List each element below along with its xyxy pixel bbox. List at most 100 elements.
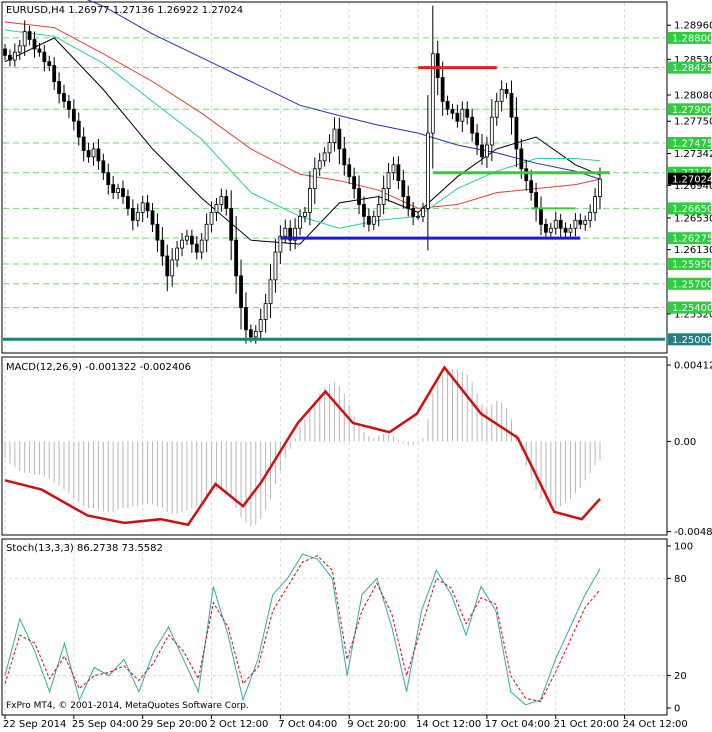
candle-body: [366, 215, 371, 225]
candle-body: [111, 184, 116, 193]
macd-tick-label: 0.004127: [674, 361, 712, 372]
candle-body: [381, 188, 386, 205]
price-tag: [668, 333, 711, 346]
time-tick-label: 9 Oct 20:00: [347, 719, 406, 730]
candle-body: [588, 211, 593, 221]
candle-body: [504, 89, 509, 94]
candle-body: [130, 208, 135, 221]
candle-body: [278, 235, 283, 253]
candle-body: [234, 239, 239, 277]
candle-body: [3, 48, 7, 56]
price-tick-label: 1.26530: [674, 213, 712, 224]
time-tick-label: 21 Oct 20:00: [554, 719, 619, 730]
candle-body: [548, 227, 553, 233]
price-tick-label: 1.25320: [674, 309, 712, 320]
candle-body: [86, 150, 91, 158]
price-tag-label: 1.25700: [672, 279, 712, 290]
candle-body: [578, 219, 583, 225]
macd-tick-label: -0.00487: [674, 527, 712, 538]
price-tag: [668, 257, 711, 270]
candle-body: [263, 303, 268, 320]
candle-body: [445, 100, 450, 110]
stoch-main-line: [4, 553, 601, 706]
candle-body: [563, 227, 568, 233]
candle-body: [553, 219, 558, 229]
candle-body: [91, 148, 96, 158]
candle-body: [135, 211, 140, 221]
candle-body: [514, 116, 519, 150]
candle-body: [425, 132, 430, 209]
candle-body: [371, 215, 376, 225]
candle-body: [342, 148, 347, 166]
candle-body: [347, 164, 352, 178]
candle-body: [440, 77, 445, 102]
candle-body: [224, 196, 229, 209]
time-axis: 22 Sep 2014 25 Sep 04:00 29 Sep 20:00 2 Oct…: [3, 715, 688, 730]
candle-body: [430, 53, 435, 134]
candle-body: [465, 108, 470, 118]
drawn-segments: [3, 66, 665, 341]
price-tag-label: 1.25400: [672, 303, 712, 314]
candle-body: [416, 215, 420, 218]
candle-body: [57, 81, 61, 94]
candle-body: [455, 112, 460, 122]
macd-indicator: [4, 365, 601, 527]
candle-body: [165, 255, 170, 277]
candle-body: [8, 54, 12, 61]
stoch-panel-frame: [1, 538, 668, 716]
candle-body: [219, 196, 224, 205]
candle-body: [32, 39, 37, 50]
candle-body: [583, 219, 588, 225]
candle-body: [52, 65, 57, 82]
candle-body: [101, 160, 106, 174]
candle-body: [209, 211, 214, 225]
time-tick-label: 22 Sep 2014: [3, 719, 66, 730]
price-tag: [668, 103, 711, 116]
candle-body: [421, 208, 425, 217]
candle-body: [317, 160, 322, 170]
candle-body: [303, 211, 307, 217]
price-tag: [668, 172, 711, 185]
time-tick-label: 7 Oct 04:00: [278, 719, 337, 730]
candle-body: [475, 132, 479, 146]
candle-body: [352, 176, 357, 190]
price-tag: [668, 31, 711, 44]
stoch-tick-label: 100: [674, 542, 693, 553]
candle-body: [435, 53, 440, 78]
candle-body: [312, 168, 317, 190]
macd-header: MACD(12,26,9) -0.001322 -0.002406: [6, 362, 191, 373]
stoch-signal-line: [4, 555, 601, 703]
candle-body: [524, 168, 529, 182]
candle-body: [489, 116, 494, 146]
moving-averages: [4, 0, 601, 245]
time-tick-label: 17 Oct 04:00: [485, 719, 550, 730]
price-tag-label: 1.25000: [672, 335, 712, 346]
stoch-tick-label: 80: [674, 574, 687, 585]
price-tag-label: 1.27024: [672, 174, 712, 185]
macd-signal-line: [4, 365, 601, 527]
candle-body: [145, 202, 150, 212]
candle-body: [67, 100, 71, 110]
price-tag: [668, 301, 711, 314]
candle-body: [27, 31, 32, 40]
candle-body: [62, 93, 66, 102]
candle-body: [140, 202, 145, 213]
moving-average-line: [4, 21, 601, 209]
time-tick-label: 14 Oct 12:00: [416, 719, 481, 730]
candle-body: [396, 164, 401, 182]
candle-body: [480, 144, 484, 158]
macd-tick-label: 0.00: [674, 437, 696, 448]
price-tag-label: 1.28425: [672, 63, 712, 74]
candle-body: [288, 227, 293, 241]
candle-body: [17, 45, 22, 53]
candle-body: [204, 223, 209, 241]
candle-body: [126, 196, 130, 209]
stochastic-indicator: [3, 553, 665, 706]
price-tag: [668, 136, 711, 149]
candle-body: [307, 188, 312, 213]
candle-body: [386, 172, 391, 190]
candle-body: [76, 120, 81, 138]
candle-body: [573, 219, 578, 229]
candle-body: [12, 51, 17, 61]
